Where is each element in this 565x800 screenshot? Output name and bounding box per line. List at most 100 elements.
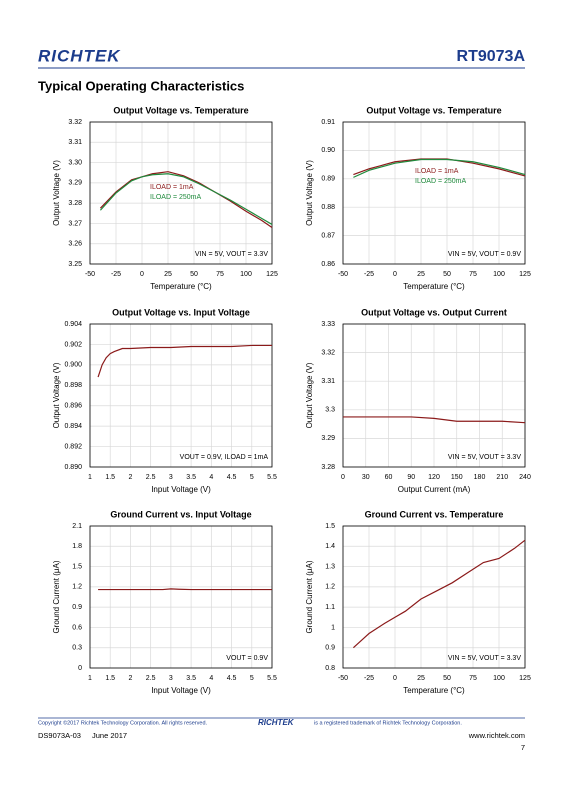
- x-tick-label: 120: [428, 474, 440, 481]
- x-tick-label: 2.5: [146, 675, 156, 682]
- y-tick-label: 3.26: [68, 241, 82, 248]
- x-tick-label: 5.5: [267, 474, 277, 481]
- data-line: [98, 588, 272, 591]
- x-axis-label: Temperature (°C): [150, 282, 212, 291]
- x-tick-label: 180: [474, 474, 486, 481]
- x-tick-label: 2.5: [146, 474, 156, 481]
- y-tick-label: 0.87: [321, 232, 335, 239]
- x-tick-label: 240: [519, 474, 531, 481]
- y-axis-label: Output Voltage (V): [305, 362, 314, 428]
- y-tick-label: 1.1: [325, 604, 335, 611]
- y-tick-label: 1.3: [325, 563, 335, 570]
- y-tick-label: 0: [78, 665, 82, 672]
- data-line: [97, 344, 272, 378]
- chart-title: Output Voltage vs. Temperature: [113, 105, 248, 115]
- y-axis-label: Output Voltage (V): [52, 160, 61, 226]
- annotation: VIN = 5V, VOUT = 3.3V: [448, 655, 521, 662]
- x-tick-label: 125: [519, 271, 531, 278]
- x-tick-label: 75: [469, 675, 477, 682]
- y-tick-label: 3.29: [321, 435, 335, 442]
- y-tick-label: 1.5: [325, 523, 335, 530]
- x-tick-label: 0: [341, 474, 345, 481]
- y-tick-label: 0.86: [321, 261, 335, 268]
- y-tick-label: 0.89: [321, 176, 335, 183]
- x-tick-label: 100: [493, 675, 505, 682]
- x-tick-label: 1: [88, 675, 92, 682]
- y-tick-label: 3.3: [325, 407, 335, 414]
- y-tick-label: 0.892: [64, 443, 82, 450]
- y-axis-label: Ground Current (μA): [305, 560, 314, 633]
- plot-frame: [342, 121, 526, 265]
- plot-frame: [342, 323, 526, 468]
- footer-trademark: is a registered trademark of Richtek Tec…: [314, 720, 462, 726]
- x-axis-label: Output Current (mA): [398, 485, 471, 494]
- y-tick-label: 3.32: [321, 349, 335, 356]
- x-tick-label: 125: [519, 675, 531, 682]
- y-tick-label: 1.2: [325, 584, 335, 591]
- x-tick-label: -25: [111, 271, 121, 278]
- y-tick-label: 3.30: [68, 159, 82, 166]
- x-tick-label: 50: [443, 271, 451, 278]
- header-logo: RICHTEK: [38, 46, 121, 65]
- chart-title: Output Voltage vs. Input Voltage: [112, 307, 250, 317]
- x-tick-label: 4: [209, 675, 213, 682]
- x-tick-label: -50: [85, 271, 95, 278]
- x-tick-label: 5: [250, 474, 254, 481]
- legend-entry: ILOAD = 250mA: [415, 178, 466, 185]
- x-tick-label: 3: [169, 474, 173, 481]
- plot-frame: [89, 525, 273, 669]
- y-tick-label: 1.2: [72, 584, 82, 591]
- annotation: VIN = 5V, VOUT = 3.3V: [195, 251, 268, 258]
- y-tick-label: 0.6: [72, 624, 82, 631]
- y-tick-label: 0.9: [325, 645, 335, 652]
- x-tick-label: 30: [362, 474, 370, 481]
- x-tick-label: 5: [250, 675, 254, 682]
- x-axis-label: Input Voltage (V): [151, 686, 211, 695]
- y-tick-label: 3.28: [321, 464, 335, 471]
- legend-entry: ILOAD = 250mA: [150, 194, 201, 201]
- chart-title: Ground Current vs. Input Voltage: [110, 509, 251, 519]
- data-line: [343, 416, 526, 424]
- y-tick-label: 0.902: [64, 341, 82, 348]
- x-tick-label: 25: [164, 271, 172, 278]
- x-tick-label: 75: [469, 271, 477, 278]
- data-line: [352, 539, 526, 649]
- y-axis-label: Output Voltage (V): [52, 362, 61, 428]
- x-tick-label: 1.5: [105, 675, 115, 682]
- plot-frame: [342, 525, 526, 669]
- y-tick-label: 3.32: [68, 119, 82, 126]
- x-tick-label: 2: [128, 675, 132, 682]
- section-title: Typical Operating Characteristics: [38, 78, 244, 93]
- x-tick-label: 25: [417, 271, 425, 278]
- y-tick-label: 0.894: [64, 423, 82, 430]
- footer-copyright: Copyright ©2017 Richtek Technology Corpo…: [38, 719, 208, 726]
- y-axis-label: Ground Current (μA): [52, 560, 61, 633]
- y-tick-label: 3.25: [68, 261, 82, 268]
- x-tick-label: 125: [266, 271, 278, 278]
- x-tick-label: 4: [209, 474, 213, 481]
- x-tick-label: 210: [496, 474, 508, 481]
- y-axis-label: Output Voltage (V): [305, 160, 314, 226]
- x-tick-label: 2: [128, 474, 132, 481]
- x-tick-label: -25: [364, 675, 374, 682]
- x-tick-label: 0: [393, 271, 397, 278]
- y-tick-label: 0.896: [64, 403, 82, 410]
- y-tick-label: 3.33: [321, 321, 335, 328]
- data-line: [99, 171, 273, 228]
- x-tick-label: -50: [338, 271, 348, 278]
- x-axis-label: Input Voltage (V): [151, 485, 211, 494]
- x-tick-label: 100: [493, 271, 505, 278]
- y-tick-label: 0.890: [64, 464, 82, 471]
- annotation: VOUT = 0.9V, ILOAD = 1mA: [180, 454, 269, 461]
- y-tick-label: 0.900: [64, 362, 82, 369]
- y-tick-label: 0.898: [64, 382, 82, 389]
- x-tick-label: 5.5: [267, 675, 277, 682]
- y-tick-label: 0.90: [321, 147, 335, 154]
- y-tick-label: 0.9: [72, 604, 82, 611]
- legend-entry: ILOAD = 1mA: [415, 168, 459, 175]
- annotation: VIN = 5V, VOUT = 0.9V: [448, 251, 521, 258]
- x-tick-label: 90: [407, 474, 415, 481]
- x-tick-label: 3.5: [186, 675, 196, 682]
- x-tick-label: -50: [338, 675, 348, 682]
- annotation: VOUT = 0.9V: [226, 655, 268, 662]
